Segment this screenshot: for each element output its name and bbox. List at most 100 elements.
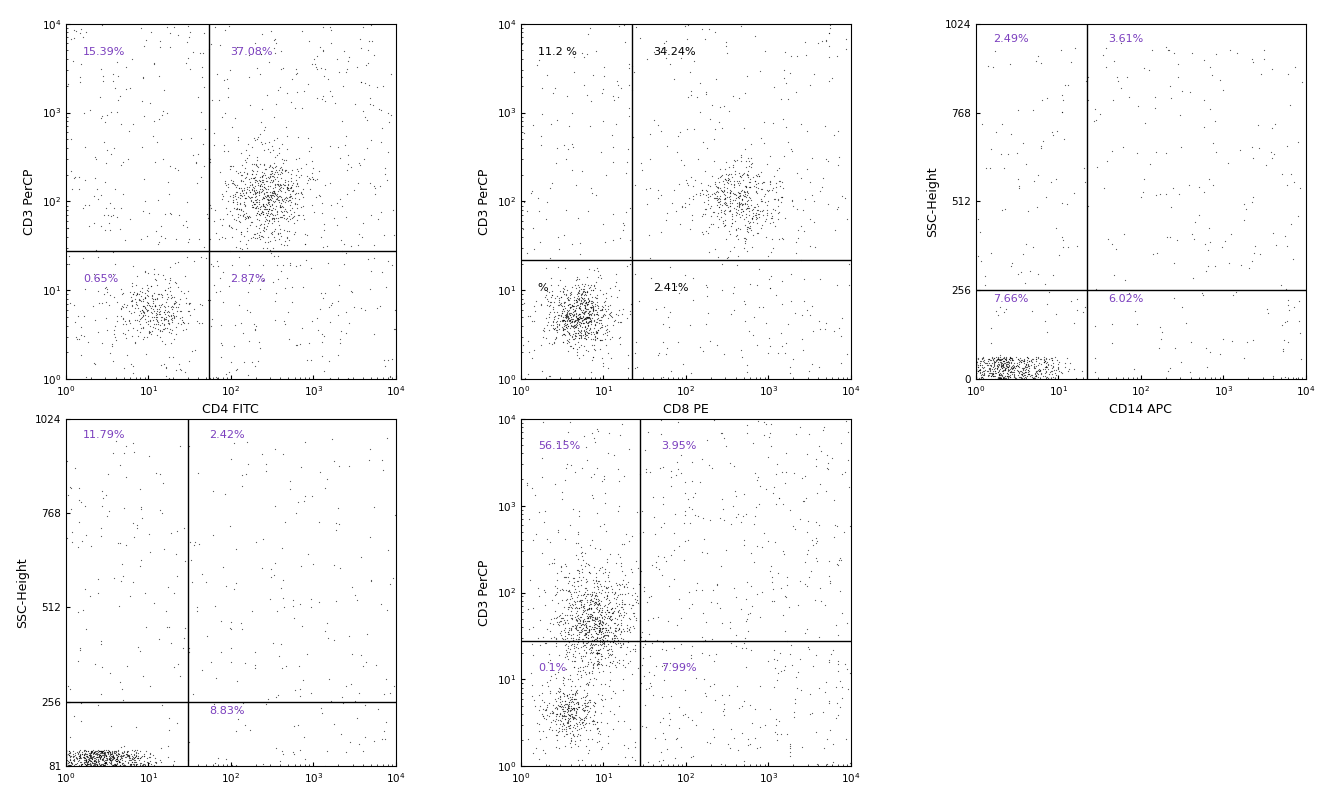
Point [148,238,169,250]
Point [270,179,291,192]
Point [996,359,1017,371]
Point [576,688,598,701]
Point [99,759,120,772]
Point [338,317,359,329]
Point [1146,247,1167,260]
Point [620,258,641,270]
Point [157,21,178,33]
Point [968,361,989,374]
Point [545,728,566,741]
Point [135,348,156,360]
Point [747,741,768,754]
Point [835,658,856,671]
Point [555,651,576,664]
Point [1256,158,1277,171]
Point [256,213,277,226]
Point [648,183,669,196]
Point [107,55,128,68]
Point [272,167,293,179]
Point [983,352,1004,364]
Point [565,645,586,657]
Point [211,319,232,332]
Point [222,194,243,206]
Point [524,344,545,356]
Point [557,284,578,296]
Point [967,365,988,378]
Point [235,191,256,204]
Point [251,170,272,182]
Point [158,621,179,634]
Point [142,758,164,771]
Point [827,664,848,677]
Point [752,194,773,207]
Point [359,35,380,47]
Point [534,637,555,649]
Point [534,703,555,716]
Point [249,222,270,235]
Point [257,216,278,229]
Point [285,187,306,200]
Point [741,717,762,729]
Point [239,335,260,348]
Point [551,493,572,506]
Point [650,414,671,427]
Point [774,63,795,76]
Point [112,756,133,769]
Point [971,371,992,383]
Point [109,749,131,762]
Point [607,591,628,604]
Point [707,185,728,198]
Point [570,319,591,332]
Point [1000,372,1021,385]
Point [580,641,601,653]
Point [724,188,745,201]
Point [290,169,311,182]
Point [235,187,256,200]
Point [652,660,673,672]
Point [578,588,599,600]
Point [603,89,624,102]
Point [1034,360,1055,373]
Point [164,257,185,269]
Point [75,758,96,771]
Point [132,141,153,154]
Point [95,757,116,769]
Point [632,526,653,539]
Point [65,462,86,475]
Point [1219,257,1240,269]
Point [770,196,791,209]
Point [249,186,270,198]
Point [1017,358,1038,371]
Point [728,179,749,191]
Point [554,532,575,545]
Point [100,748,121,761]
Point [571,324,592,337]
Point [557,307,578,320]
Point [815,599,836,611]
Point [558,293,579,306]
Point [699,221,720,234]
Point [619,612,640,625]
Point [598,623,619,636]
Point [780,638,801,651]
Point [574,311,595,324]
Point [274,202,295,215]
Point [578,626,599,638]
Point [723,160,744,173]
Point [801,358,822,371]
Point [568,621,590,634]
Point [619,62,640,75]
Point [558,708,579,720]
Point [542,557,563,570]
Point [524,243,545,255]
Point [966,367,987,379]
Point [69,171,90,183]
Point [580,602,601,615]
Point [252,205,273,217]
Point [240,172,261,185]
Point [661,471,682,483]
Point [113,749,135,762]
Point [995,357,1016,370]
Point [733,754,754,767]
Point [600,674,621,687]
